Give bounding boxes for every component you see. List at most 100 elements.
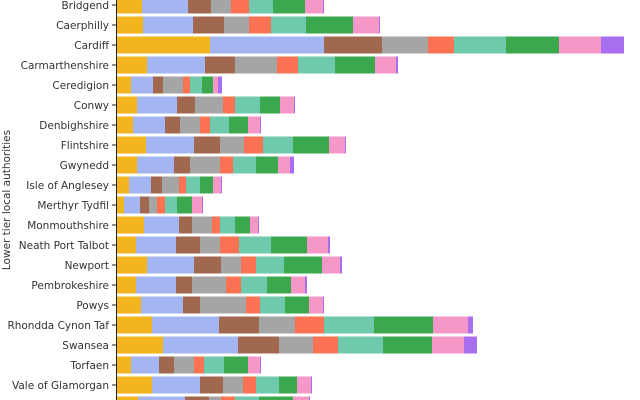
- bar-segment-9-8: [221, 176, 222, 194]
- bar-segment-12-7: [307, 236, 328, 254]
- bar-segment-1-4: [249, 16, 271, 34]
- bar-segment-6-0: [117, 116, 133, 134]
- bar-segment-4-4: [183, 76, 190, 94]
- bar-segment-13-1: [147, 256, 194, 274]
- bar-segment-4-8: [218, 76, 222, 94]
- bar-segment-20-7: [293, 396, 309, 400]
- bar-segment-1-2: [193, 16, 224, 34]
- y-tick-label: Isle of Anglesey: [26, 180, 109, 192]
- bar-segment-1-7: [353, 16, 379, 34]
- bar-segment-19-0: [117, 376, 152, 394]
- y-tick-label: Pembrokeshire: [31, 280, 109, 292]
- y-tick-label: Conwy: [74, 100, 109, 112]
- bar-segment-14-7: [291, 276, 305, 294]
- bar-segment-14-2: [176, 276, 192, 294]
- bar-segment-19-5: [256, 376, 279, 394]
- bar-segment-19-3: [223, 376, 243, 394]
- y-tick-label: Flintshire: [61, 140, 109, 152]
- bar-segment-11-2: [179, 216, 192, 234]
- bar-segment-9-7: [213, 176, 221, 194]
- bar-segment-14-0: [117, 276, 136, 294]
- bar-segment-13-7: [322, 256, 340, 274]
- bar-segment-14-8: [305, 276, 307, 294]
- bar-segment-17-6: [383, 336, 432, 354]
- bar-segment-20-1: [138, 396, 185, 400]
- bar-segment-3-6: [335, 56, 375, 74]
- bar-segment-1-0: [117, 16, 143, 34]
- y-tick-label: Gwynedd: [60, 160, 109, 172]
- bar-segment-17-0: [117, 336, 163, 354]
- bar-segment-11-3: [192, 216, 212, 234]
- bar-segment-11-0: [117, 216, 144, 234]
- bar-segment-0-4: [231, 0, 249, 14]
- bar-segment-3-8: [396, 56, 398, 74]
- y-tick-label: Bridgend: [61, 0, 109, 12]
- bar-segment-16-7: [433, 316, 468, 334]
- bar-segment-13-3: [221, 256, 241, 274]
- bar-segment-3-4: [277, 56, 298, 74]
- y-tick-label: Rhondda Cynon Taf: [7, 320, 109, 332]
- bar-segment-0-2: [188, 0, 211, 14]
- bar-segment-9-5: [186, 176, 200, 194]
- bar-segment-5-4: [223, 96, 235, 114]
- bars-layer: [117, 0, 624, 400]
- bar-segment-12-4: [220, 236, 239, 254]
- bar-segment-15-7: [309, 296, 323, 314]
- y-tick-label: Carmarthenshire: [21, 60, 109, 72]
- bar-segment-12-8: [328, 236, 330, 254]
- bar-segment-4-5: [190, 76, 202, 94]
- bar-segment-11-1: [144, 216, 179, 234]
- bar-segment-18-3: [174, 356, 194, 374]
- bar-segment-7-5: [263, 136, 293, 154]
- y-tick-label: Denbighshire: [39, 120, 109, 132]
- bar-segment-14-3: [192, 276, 226, 294]
- bar-segment-14-4: [226, 276, 241, 294]
- bar-segment-19-6: [279, 376, 297, 394]
- bar-segment-19-2: [200, 376, 223, 394]
- bar-segment-1-6: [306, 16, 353, 34]
- bar-segment-2-4: [428, 36, 454, 54]
- bar-segment-3-1: [147, 56, 205, 74]
- bar-segment-18-2: [159, 356, 174, 374]
- bar-segment-13-2: [194, 256, 221, 274]
- bar-segment-10-5: [165, 196, 177, 214]
- bar-segment-6-7: [248, 116, 260, 134]
- bar-segment-13-5: [256, 256, 284, 274]
- bar-segment-20-8: [309, 396, 310, 400]
- bar-segment-17-1: [163, 336, 238, 354]
- bar-segment-9-0: [117, 176, 129, 194]
- bar-segment-3-2: [205, 56, 235, 74]
- bar-segment-7-1: [146, 136, 194, 154]
- bar-segment-15-2: [183, 296, 200, 314]
- bar-segment-7-8: [345, 136, 346, 154]
- bar-segment-19-7: [297, 376, 311, 394]
- bar-segment-20-0: [117, 396, 138, 400]
- bar-segment-20-3: [209, 396, 221, 400]
- bar-segment-8-7: [278, 156, 290, 174]
- y-tick-label: Powys: [76, 300, 109, 312]
- bar-segment-9-6: [200, 176, 213, 194]
- bar-segment-12-3: [200, 236, 220, 254]
- bar-segment-5-5: [235, 96, 260, 114]
- bar-segment-16-0: [117, 316, 152, 334]
- bar-segment-0-6: [273, 0, 305, 14]
- bar-segment-7-6: [293, 136, 329, 154]
- bar-segment-5-6: [260, 96, 280, 114]
- bar-segment-16-8: [468, 316, 473, 334]
- bar-segment-16-1: [152, 316, 219, 334]
- bar-segment-16-3: [259, 316, 295, 334]
- bar-segment-19-4: [243, 376, 256, 394]
- y-tick-label: Newport: [65, 260, 109, 272]
- bar-segment-0-1: [142, 0, 188, 14]
- bar-segment-10-0: [117, 196, 124, 214]
- bar-segment-5-8: [294, 96, 295, 114]
- bar-segment-5-2: [177, 96, 195, 114]
- bar-segment-1-1: [143, 16, 193, 34]
- bar-segment-8-2: [174, 156, 190, 174]
- bar-segment-7-3: [220, 136, 244, 154]
- bar-segment-1-8: [379, 16, 380, 34]
- y-tick-label: Caerphilly: [56, 20, 109, 32]
- bar-segment-6-8: [260, 116, 261, 134]
- bar-segment-6-2: [165, 116, 180, 134]
